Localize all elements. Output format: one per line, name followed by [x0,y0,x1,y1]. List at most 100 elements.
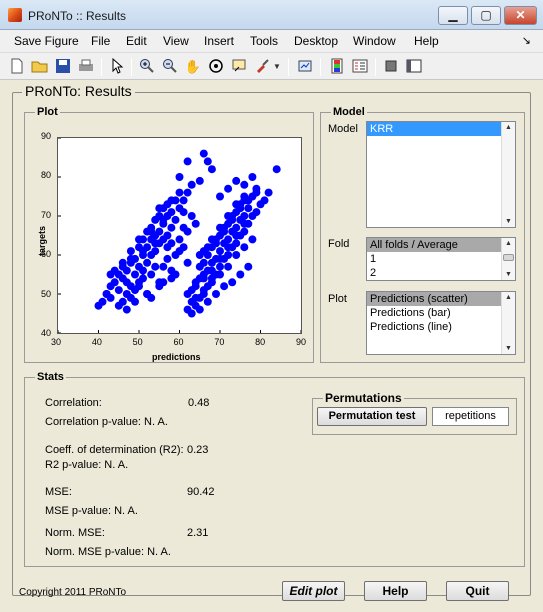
menu-help[interactable]: Help [414,34,439,48]
close-button[interactable]: ✕ [504,6,537,25]
hide-plot-tools-icon[interactable] [382,58,400,76]
scatter-point [248,235,257,244]
scatter-point [232,251,241,259]
scatter-point [212,290,220,298]
scatter-point [183,258,192,267]
repetitions-input[interactable]: repetitions [432,407,509,426]
scatter-point [110,278,119,287]
zoom-in-icon[interactable] [138,58,156,76]
model-item-krr[interactable]: KRR [367,122,501,136]
scatter-point [159,215,168,224]
plot-panel-title: Plot [35,106,60,118]
scatter-point [216,223,224,232]
scatter-point [131,286,139,295]
dock-arrow-icon[interactable]: ↘ [521,35,531,47]
scroll-up-icon[interactable]: ▲ [505,240,512,247]
model-scrollbar[interactable]: ▲ ▼ [501,122,515,227]
fold-listbox[interactable]: All folds / Average 1 2 ▲ ▼ [366,237,516,281]
fold-scroll-thumb[interactable] [503,254,514,261]
scroll-up-icon[interactable]: ▲ [505,124,512,131]
menu-save-figure[interactable]: Save Figure [14,34,79,48]
scatter-point [118,258,127,267]
show-plot-tools-icon[interactable] [405,58,423,76]
scatter-point [264,188,273,197]
scatter-point [207,278,216,287]
scatter-point [147,270,156,279]
save-icon[interactable] [54,58,72,76]
scatter-point [126,247,135,256]
plot-type-scrollbar[interactable]: ▲ ▼ [501,292,515,354]
scatter-point [224,235,233,244]
quit-button[interactable]: Quit [446,581,509,601]
pan-hand-icon[interactable]: ✋ [184,59,202,74]
scatter-point [224,212,233,220]
open-file-icon[interactable] [31,58,49,76]
minimize-button[interactable]: ▁ [438,6,468,25]
print-icon[interactable] [77,58,95,76]
legend-icon[interactable] [351,58,369,76]
mse-value: 90.42 [187,486,215,498]
menu-view[interactable]: View [163,34,189,48]
fold-item-1[interactable]: 1 [370,253,377,265]
scatter-point [147,293,156,302]
menu-edit[interactable]: Edit [126,34,147,48]
scatter-point [139,274,147,283]
scatter-point [163,231,172,240]
copyright-text: Copyright 2011 PRoNTo [19,587,127,598]
scatter-point [155,204,164,213]
fold-item-2[interactable]: 2 [370,267,377,279]
main-title: PRoNTo: Results [22,83,135,99]
plot-item-bar[interactable]: Predictions (bar) [370,307,451,319]
scroll-down-icon[interactable]: ▼ [505,271,512,278]
model-listbox[interactable]: KRR ▲ ▼ [366,121,516,228]
correlation-label: Correlation: [45,397,102,409]
menu-tools[interactable]: Tools [250,34,279,48]
menu-insert[interactable]: Insert [204,34,235,48]
y-tick-label: 80 [41,170,52,181]
scatter-point [126,293,135,302]
colorbar-icon[interactable] [328,58,346,76]
data-cursor-icon[interactable] [230,58,248,76]
scatter-point [224,184,233,193]
nmse-value: 2.31 [187,527,209,539]
scatter-point [195,176,204,185]
edit-plot-button[interactable]: Edit plot [282,581,345,601]
scatter-point [167,208,176,217]
new-figure-icon[interactable] [8,58,26,76]
plot-item-line[interactable]: Predictions (line) [370,321,452,333]
x-tick-label: 60 [173,337,184,347]
menu-desktop[interactable]: Desktop [294,34,339,48]
scatter-point [191,282,200,291]
scatter-point [232,239,241,248]
scatter-point [216,192,224,201]
scatter-point [135,235,143,244]
rotate-3d-icon[interactable] [207,58,225,76]
scatter-point [159,262,168,271]
results-frame [12,92,531,596]
scatter-point [163,254,172,263]
y-axis-label: targets [37,226,47,257]
fold-scrollbar[interactable]: ▲ ▼ [501,238,515,280]
menu-window[interactable]: Window [353,34,396,48]
pointer-arrow-icon[interactable] [108,57,126,76]
scatter-point [216,262,224,271]
zoom-out-icon[interactable] [161,58,179,76]
scatter-axes[interactable] [57,137,302,334]
help-button[interactable]: Help [364,581,427,601]
scatter-point [240,192,249,201]
link-plot-icon[interactable] [296,58,314,76]
maximize-button[interactable]: ▢ [471,6,501,25]
scatter-point [171,270,180,279]
menu-file[interactable]: File [91,34,111,48]
plot-item-scatter[interactable]: Predictions (scatter) [367,292,501,306]
scatter-point [252,188,261,197]
permutation-test-button[interactable]: Permutation test [317,407,427,426]
scroll-up-icon[interactable]: ▲ [505,294,512,301]
scroll-down-icon[interactable]: ▼ [505,218,512,225]
scroll-down-icon[interactable]: ▼ [505,345,512,352]
brush-dropdown-icon[interactable]: ▼ [273,62,281,71]
brush-icon[interactable] [253,58,271,76]
fold-item-all[interactable]: All folds / Average [367,238,501,252]
scatter-point [203,297,212,306]
plot-type-listbox[interactable]: Predictions (scatter) Predictions (bar) … [366,291,516,355]
